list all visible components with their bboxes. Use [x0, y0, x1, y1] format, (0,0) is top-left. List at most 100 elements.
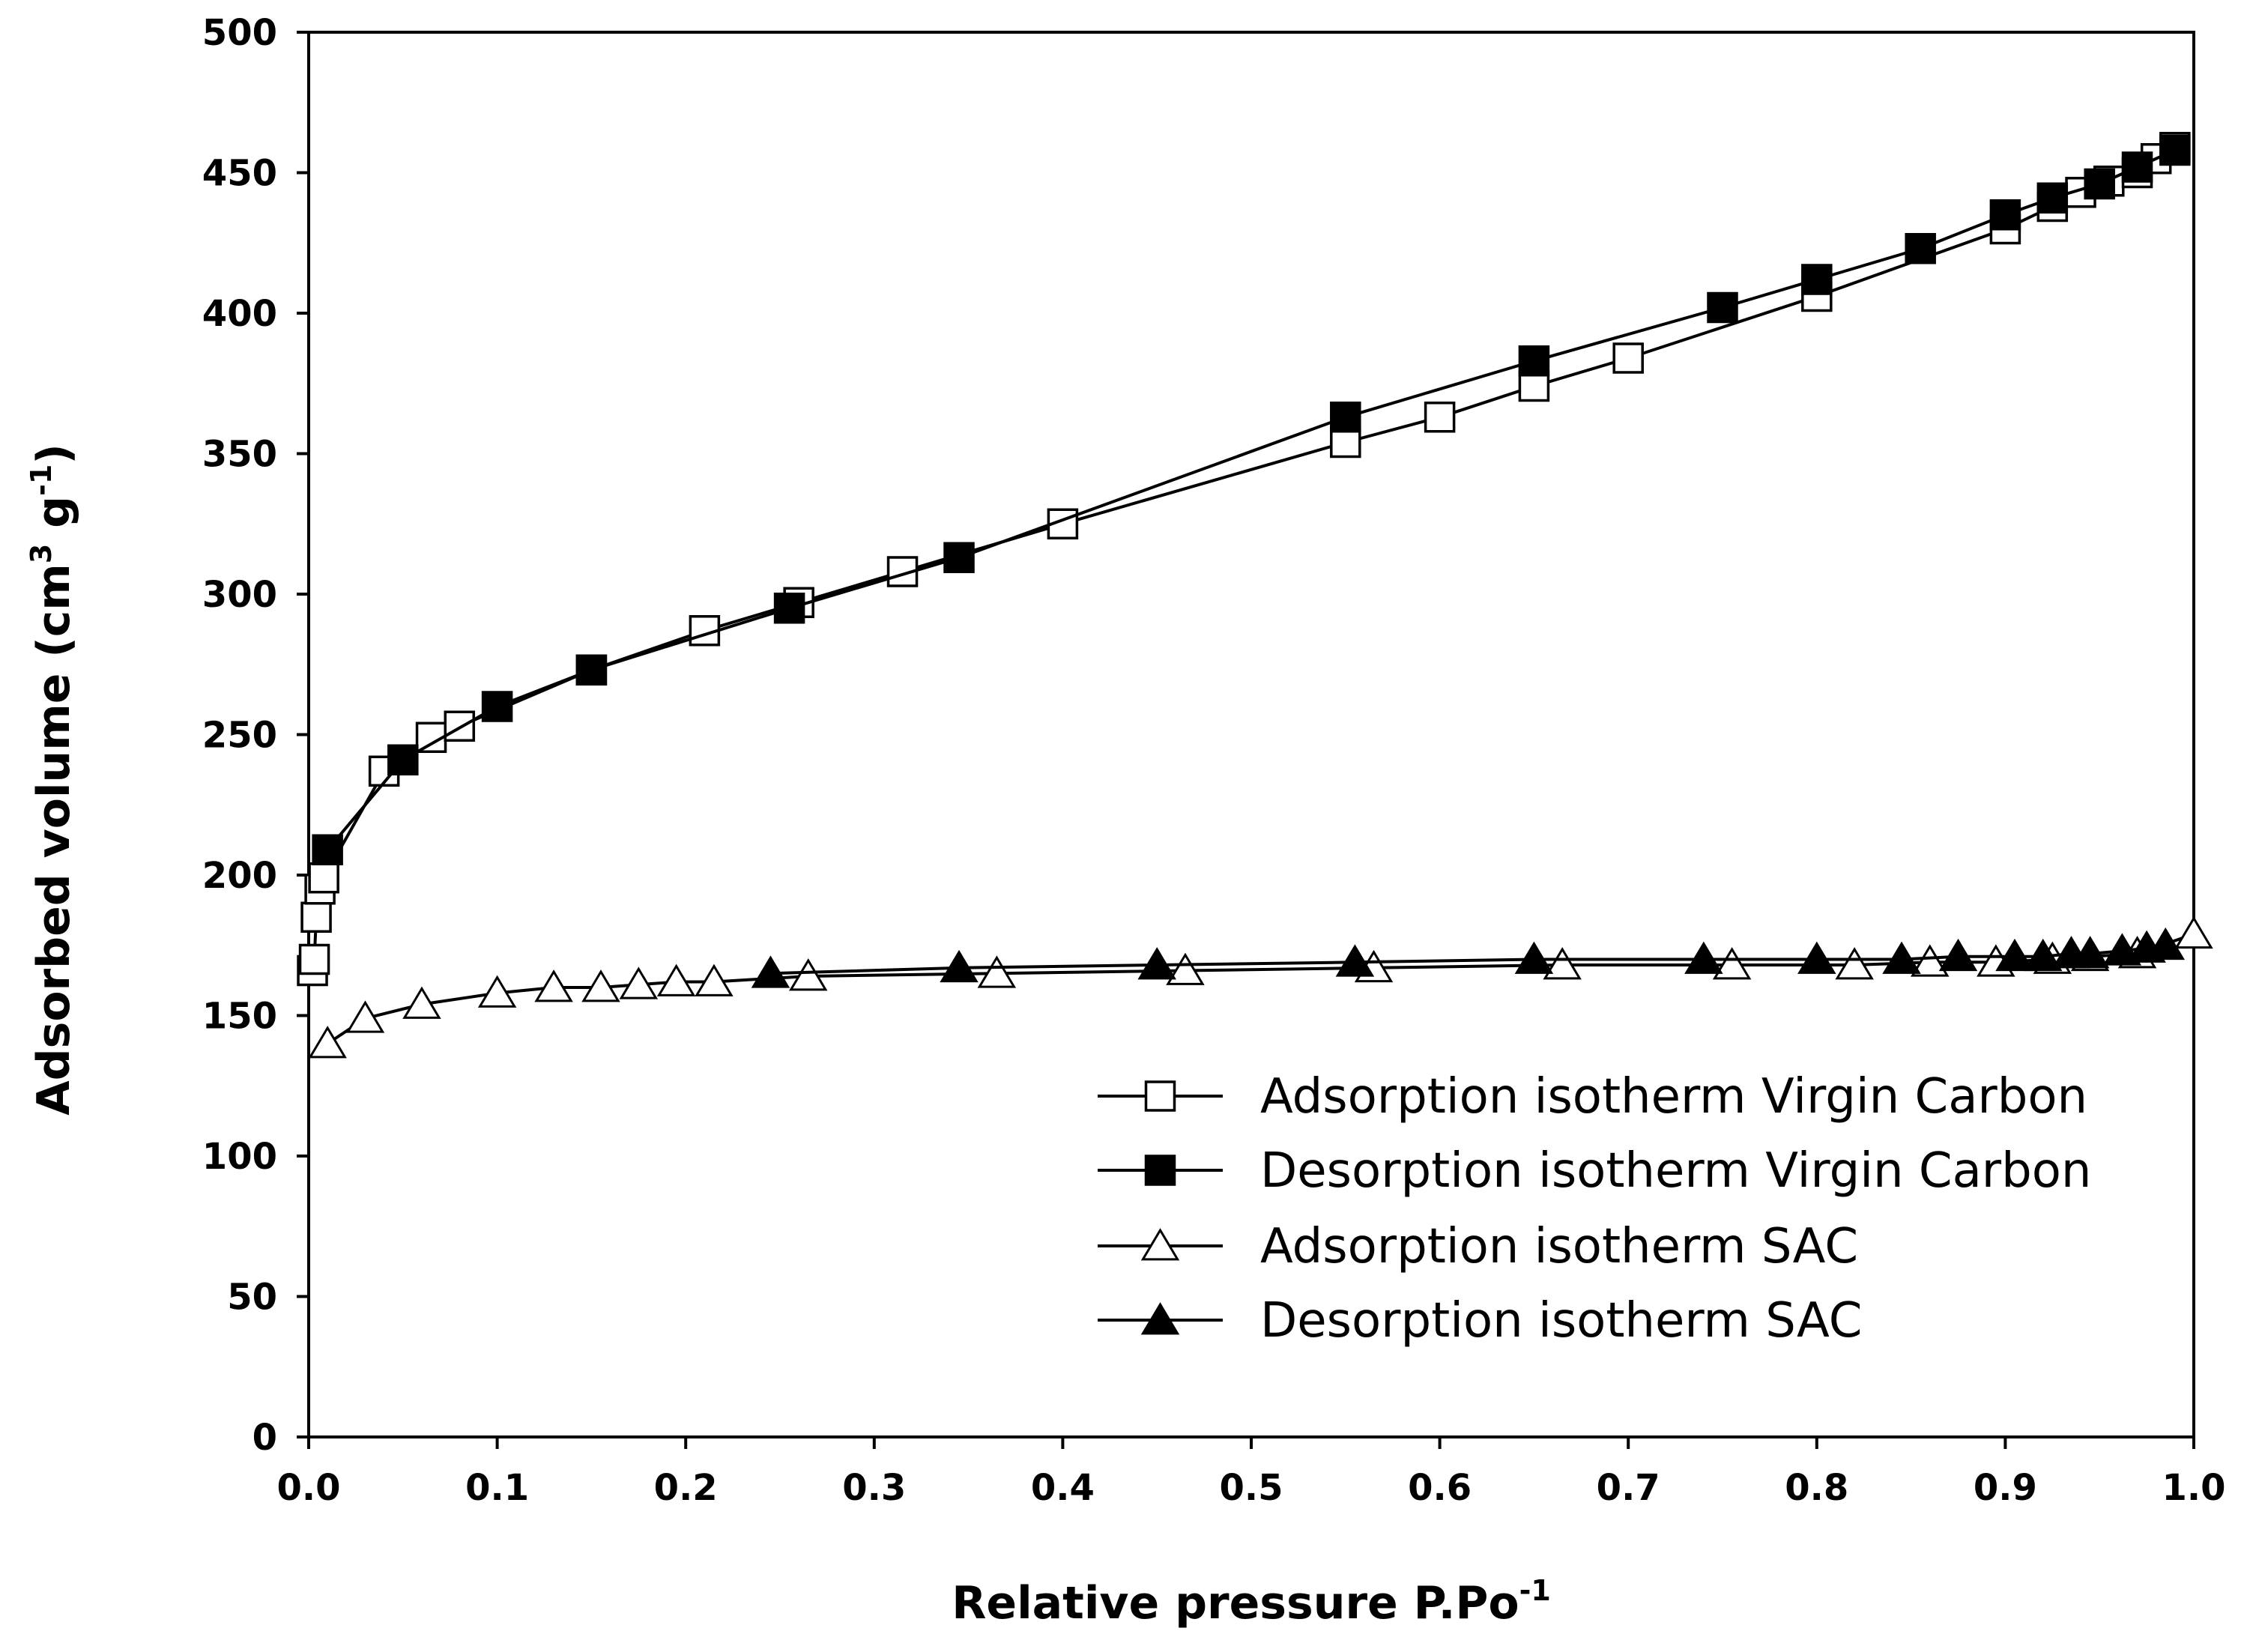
legend-label: Desorption isotherm SAC [1260, 1293, 1862, 1349]
data-point [534, 969, 573, 1002]
x-axis-title: Relative pressure P.Po-1 [952, 1574, 1551, 1630]
data-point [2174, 916, 2213, 949]
x-tick-label: 0.9 [1974, 1467, 2037, 1509]
data-point [656, 963, 696, 996]
data-point [345, 1000, 385, 1033]
data-point [1797, 941, 1836, 974]
data-point [298, 943, 330, 975]
y-tick-label: 100 [202, 1136, 277, 1178]
data-point [1989, 199, 2021, 231]
data-point [2102, 933, 2142, 966]
y-tick-label: 450 [202, 153, 277, 195]
data-point [940, 949, 979, 983]
data-point [1905, 233, 1936, 264]
data-point [773, 593, 805, 624]
data-point [1514, 941, 1554, 974]
y-axis-title: Adsorbed volume (cm3 g-1) [25, 444, 80, 1116]
data-point [751, 955, 790, 988]
data-point [402, 986, 441, 1019]
data-point [1330, 402, 1361, 433]
x-tick-label: 0.1 [465, 1467, 529, 1509]
x-tick-label: 0.8 [1785, 1467, 1848, 1509]
data-point [481, 691, 513, 722]
y-tick-label: 400 [202, 293, 277, 335]
legend-marker [1140, 1302, 1180, 1335]
data-point [1612, 342, 1644, 374]
series-line [770, 943, 2166, 975]
legend-item: Adsorption isotherm SAC [1098, 1219, 1858, 1274]
x-tick-label: 0.0 [276, 1467, 340, 1509]
data-point [1047, 508, 1079, 539]
data-point [1995, 938, 2034, 972]
axes-layer: 0.0 0.1 0.2 0.3 0.4 0.5 0.6 0.7 0.8 0.9 1.0 0 50 100 1… [202, 12, 2226, 1509]
data-point [619, 966, 659, 999]
y-tick-label: 200 [202, 855, 277, 897]
y-tick-label: 50 [227, 1277, 277, 1319]
series-3 [308, 916, 2213, 1059]
data-point [1543, 947, 1582, 980]
y-tick-label: 150 [202, 996, 277, 1038]
data-point [1518, 345, 1550, 377]
data-point [1911, 944, 1950, 977]
data-point [1518, 370, 1550, 402]
data-point [1712, 947, 1752, 980]
data-point [575, 654, 608, 686]
x-tick-label: 0.6 [1408, 1467, 1472, 1509]
data-point [477, 975, 517, 1008]
y-tick-label: 300 [202, 574, 277, 616]
legend-label: Desorption isotherm Virgin Carbon [1260, 1143, 2091, 1199]
data-point [308, 862, 339, 894]
y-tick-label: 250 [202, 715, 277, 757]
x-tick-label: 0.5 [1219, 1467, 1283, 1509]
data-point [1707, 291, 1738, 324]
legend-item: Desorption isotherm SAC [1098, 1293, 1862, 1349]
y-tick-label: 0 [252, 1417, 277, 1459]
legend: Adsorption isotherm Virgin Carbon Desorpt… [1098, 1069, 2091, 1349]
x-tick-label: 0.4 [1031, 1467, 1095, 1509]
data-point [387, 744, 419, 775]
data-point [2051, 936, 2091, 969]
data-point [943, 542, 975, 573]
x-tick-label: 1.0 [2162, 1467, 2225, 1509]
data-point [1166, 952, 1205, 985]
data-point [2127, 930, 2166, 963]
series-line [311, 146, 2176, 971]
x-tick-label: 0.7 [1597, 1467, 1660, 1509]
legend-item: Adsorption isotherm Virgin Carbon [1098, 1069, 2087, 1125]
legend-label: Adsorption isotherm SAC [1260, 1219, 1858, 1274]
data-point [444, 710, 476, 742]
y-tick-label: 500 [202, 12, 277, 54]
data-point [695, 963, 734, 996]
series-2 [312, 134, 2191, 865]
y-tick-label: 350 [202, 434, 277, 476]
data-point [308, 1026, 347, 1059]
data-point [2159, 134, 2191, 166]
data-point [1137, 947, 1176, 980]
x-tick-label: 0.2 [654, 1467, 718, 1509]
data-point [1882, 941, 1921, 974]
data-point [1835, 947, 1874, 980]
data-point [977, 955, 1017, 988]
data-point [1424, 402, 1456, 433]
data-point [581, 969, 620, 1002]
legend-label: Adsorption isotherm Virgin Carbon [1260, 1069, 2087, 1125]
data-point [1938, 938, 1978, 972]
legend-marker [1144, 1080, 1176, 1112]
data-point [789, 958, 828, 991]
data-point [2023, 938, 2063, 972]
series-line [326, 148, 2176, 851]
x-tick-label: 0.3 [842, 1467, 906, 1509]
legend-marker [1140, 1228, 1180, 1261]
data-point [1335, 944, 1375, 977]
legend-item: Desorption isotherm Virgin Carbon [1098, 1143, 2091, 1199]
data-point [312, 834, 343, 865]
data-point [1684, 941, 1723, 974]
data-point [2036, 182, 2069, 214]
series-layer [297, 132, 2213, 1059]
data-point [2084, 168, 2115, 200]
data-point [1801, 264, 1833, 295]
series-4 [751, 927, 2185, 988]
legend-marker [1144, 1155, 1176, 1186]
